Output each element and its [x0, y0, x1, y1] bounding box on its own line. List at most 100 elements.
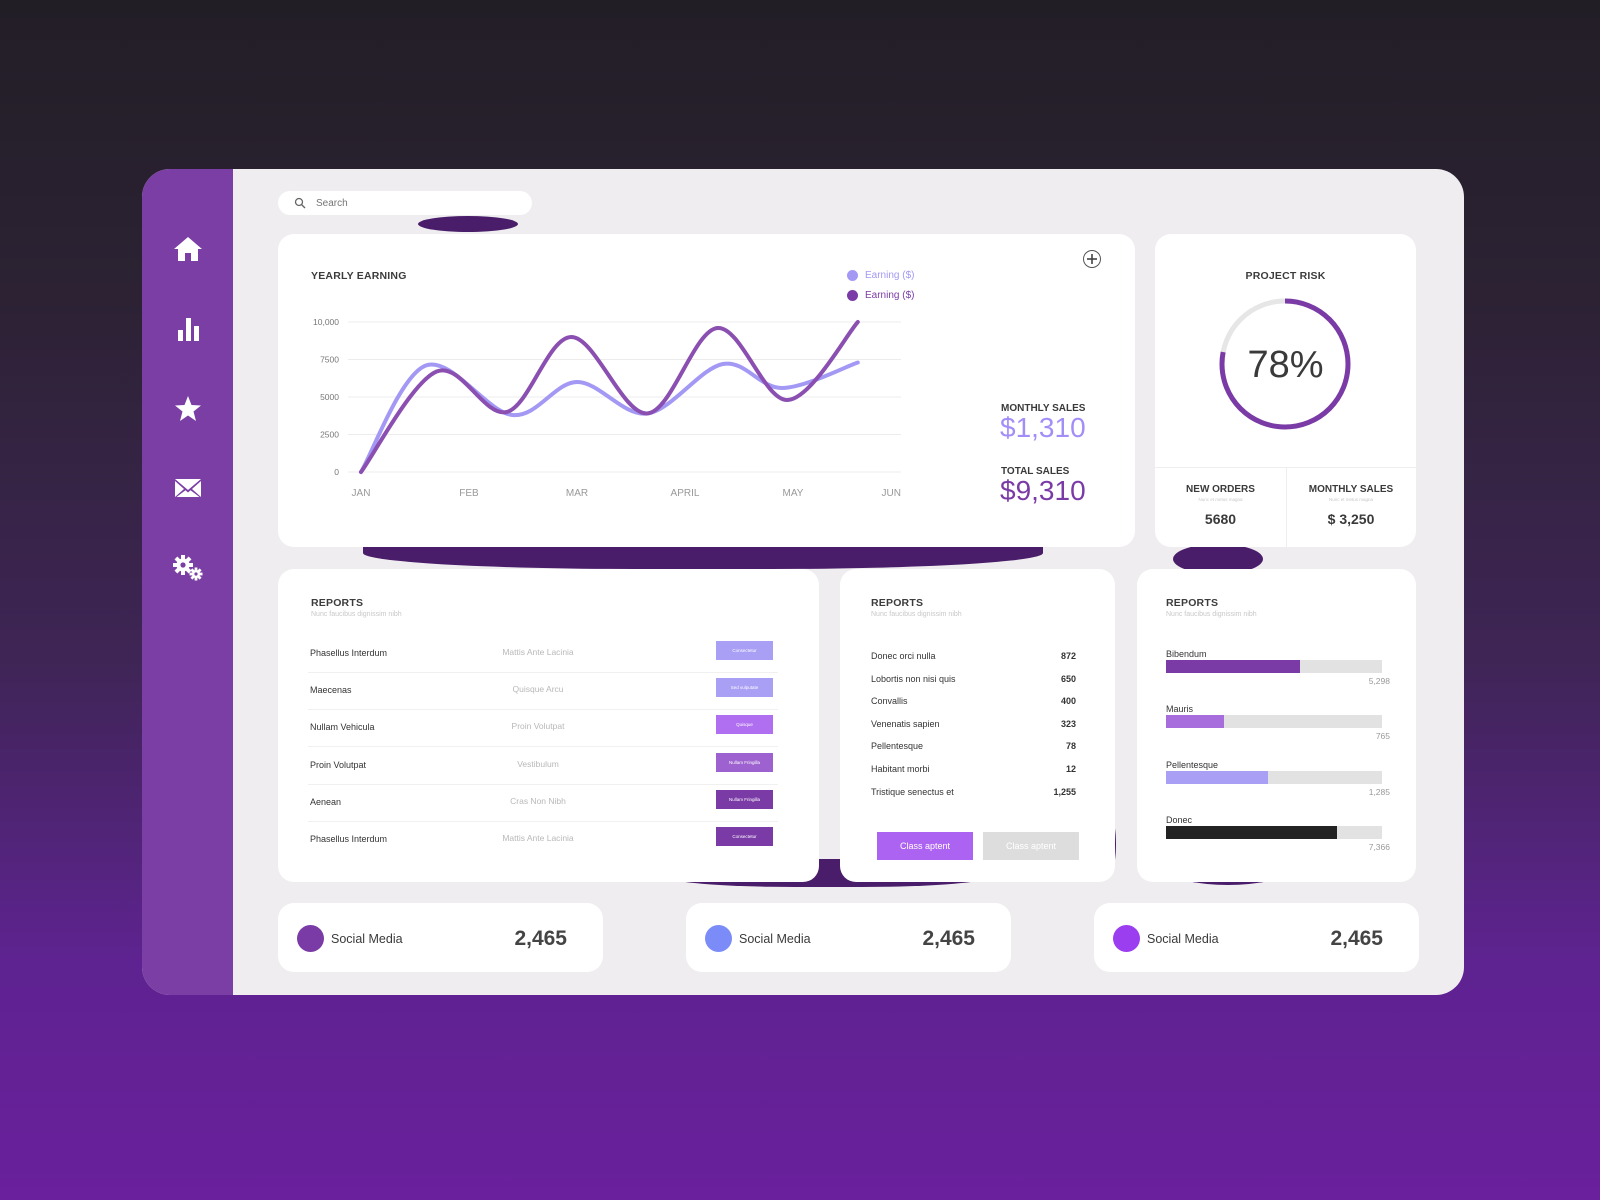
bar-label: Mauris	[1166, 704, 1194, 715]
bar-chart-icon[interactable]	[172, 312, 204, 344]
x-tick-label: APRIL	[671, 488, 700, 499]
mail-icon[interactable]	[172, 472, 204, 504]
social-media-card[interactable]: Social Media 2,465	[278, 903, 603, 972]
y-tick-label: 0	[334, 467, 339, 477]
main-content: YEARLY EARNING Earning ($) Earning ($) 1…	[233, 169, 1464, 995]
item-name: Donec orci nulla	[871, 651, 936, 661]
x-tick-label: JAN	[352, 488, 371, 499]
monthly-sales-sub: Nunc et metus magna	[1328, 497, 1374, 502]
bar-value: 5,298	[1368, 676, 1390, 686]
new-orders-sub: Nunc et metus magna	[1198, 497, 1243, 502]
y-tick-label: 7500	[320, 355, 339, 365]
item-value: 872	[1060, 651, 1076, 661]
social-media-card[interactable]: Social Media 2,465	[1094, 903, 1419, 972]
progress-bar	[1166, 715, 1382, 729]
row-detail: Cras Non Nibh	[510, 795, 566, 806]
row-tag-button[interactable]: Nullam Fringilla	[716, 789, 773, 809]
list-item: Pellentesque 78	[871, 741, 1076, 757]
item-value: 1,255	[1053, 786, 1076, 797]
list-item: Habitant morbi 12	[871, 764, 1076, 780]
bar-label: Donec	[1166, 814, 1193, 825]
home-icon[interactable]	[172, 233, 204, 265]
reports-table-card: REPORTS Nunc faucibus dignissim nibh Pha…	[278, 569, 819, 882]
progress-fill	[1166, 770, 1268, 784]
y-tick-label: 5000	[320, 392, 339, 402]
total-sales-value: $9,310	[1000, 475, 1086, 506]
row-detail: Mattis Ante Lacinia	[502, 833, 574, 843]
item-value: 78	[1065, 741, 1076, 752]
social-label: Social Media	[739, 932, 811, 946]
star-icon[interactable]	[172, 393, 204, 425]
list-item: Tristique senectus et 1,255	[871, 787, 1076, 803]
social-media-card[interactable]: Social Media 2,465	[686, 903, 1011, 972]
row-name: Nullam Vehicula	[310, 722, 375, 733]
monthly-sales-value: $1,310	[1000, 412, 1086, 443]
social-value: 2,465	[922, 927, 975, 950]
yearly-earning-card: YEARLY EARNING Earning ($) Earning ($) 1…	[278, 234, 1135, 547]
paint-splash	[418, 216, 518, 232]
legend-label: Earning ($)	[865, 270, 915, 281]
legend-item: Earning ($)	[847, 290, 914, 301]
row-tag-button[interactable]: Consectetur	[716, 827, 773, 846]
search-input[interactable]	[314, 196, 518, 210]
card-title: REPORTS	[1166, 597, 1219, 609]
item-name: Venenatis sapien	[871, 718, 940, 729]
gears-icon[interactable]	[172, 552, 204, 584]
progress-fill	[1166, 715, 1225, 729]
table-row: Aenean Cras Non Nibh Nullam Fringilla	[308, 785, 778, 822]
class-aptent-secondary-button[interactable]: Class aptent	[983, 832, 1079, 860]
x-tick-label: MAY	[783, 488, 804, 499]
list-item: Lobortis non nisi quis 650	[871, 674, 1076, 690]
row-name: Aenean	[310, 796, 342, 807]
item-name: Convallis	[871, 696, 908, 707]
item-value: 12	[1065, 764, 1076, 774]
x-tick-label: FEB	[459, 488, 479, 499]
card-title: YEARLY EARNING	[311, 270, 407, 282]
reports-list-card: REPORTS Nunc faucibus dignissim nibh Don…	[840, 569, 1115, 882]
row-detail: Mattis Ante Lacinia	[502, 647, 574, 657]
item-value: 323	[1060, 718, 1076, 729]
row-tag-button[interactable]: Nullam Fringilla	[716, 752, 773, 772]
table-row: Phasellus Interdum Mattis Ante Lacinia Con…	[308, 636, 778, 673]
card-subtitle: Nunc faucibus dignissim nibh	[311, 611, 402, 618]
progress-bar	[1166, 825, 1382, 839]
row-tag-button[interactable]: Quisque	[716, 715, 773, 735]
progress-bar	[1166, 660, 1382, 673]
x-tick-label: MAR	[566, 488, 588, 499]
row-name: Phasellus Interdum	[310, 648, 388, 658]
bar-value: 7,366	[1368, 841, 1390, 852]
progress-fill	[1166, 825, 1337, 839]
bar-value: 765	[1375, 731, 1390, 742]
social-dot-icon	[705, 925, 732, 952]
legend-dot	[847, 270, 858, 281]
item-name: Lobortis non nisi quis	[871, 673, 956, 684]
monthly-sales-value: $ 3,250	[1327, 511, 1375, 527]
social-label: Social Media	[331, 932, 403, 946]
plus-icon	[1087, 254, 1097, 264]
row-tag-button[interactable]: Sed vulputate	[716, 678, 773, 698]
progress-fill	[1166, 660, 1300, 673]
monthly-sales-label: MONTHLY SALES	[1001, 403, 1086, 414]
series-line-1	[359, 360, 860, 474]
y-tick-label: 10,000	[313, 317, 339, 327]
item-name: Tristique senectus et	[871, 786, 954, 797]
class-aptent-primary-button[interactable]: Class aptent	[877, 832, 973, 860]
list-item: Convallis 400	[871, 696, 1076, 712]
series-line-2	[359, 320, 860, 474]
total-sales-label: TOTAL SALES	[1001, 466, 1070, 477]
list-item: Venenatis sapien 323	[871, 719, 1076, 735]
search-bar[interactable]	[278, 191, 532, 215]
project-risk-card: PROJECT RISK 78% NEW ORDERS Nunc et metu…	[1155, 234, 1416, 547]
x-tick-label: JUN	[882, 488, 901, 499]
social-dot-icon	[1113, 925, 1140, 952]
add-button[interactable]	[1083, 250, 1101, 268]
legend-label: Earning ($)	[865, 290, 915, 301]
social-value: 2,465	[514, 927, 567, 950]
row-name: Proin Volutpat	[310, 759, 367, 770]
legend-dot	[847, 290, 858, 301]
row-name: Maecenas	[310, 685, 352, 696]
row-detail: Proin Volutpat	[511, 721, 565, 732]
table-row: Nullam Vehicula Proin Volutpat Quisque	[308, 710, 778, 748]
risk-percent: 78%	[1247, 344, 1324, 386]
row-tag-button[interactable]: Consectetur	[716, 641, 773, 660]
